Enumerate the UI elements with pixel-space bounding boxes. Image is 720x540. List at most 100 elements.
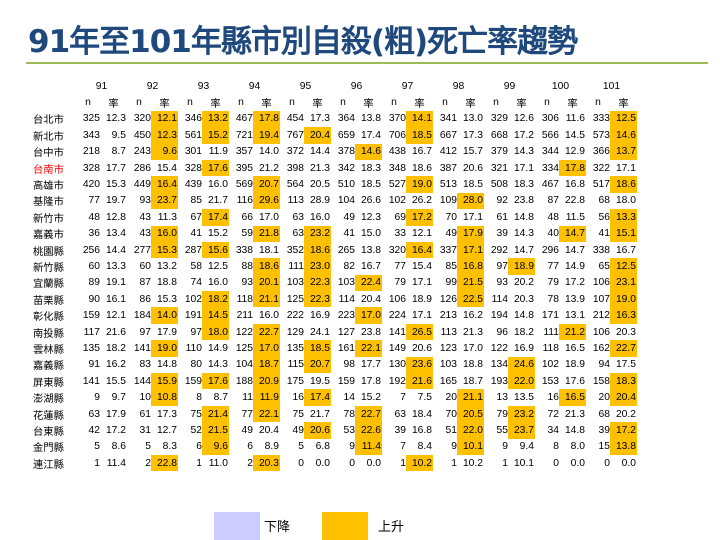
rate-cell: 18.5 [304,340,331,357]
city-name: 台東縣 [33,426,64,438]
year-header: 97 [401,80,414,92]
year-header: 95 [299,80,312,92]
rate-cell: 14.8 [564,424,585,436]
rate-cell: 18.2 [202,291,229,308]
count-cell: 122 [490,342,508,354]
count-cell: 2 [247,457,253,469]
rate-cell: 18.3 [360,162,381,174]
rate-cell: 7.5 [417,392,432,404]
rate-cell: 13.4 [105,228,126,240]
table-row: 宜蘭縣 89 19.1 87 18.8 74 16.0 93 20.1 103 22.3 103 22.… [32,274,637,292]
count-cell: 93 [241,277,253,289]
rate-cell: 18.6 [610,176,637,193]
count-cell: 5 [298,441,304,453]
rate-cell: 15.3 [156,293,177,305]
count-cell: 344 [541,146,559,158]
count-cell: 118 [542,342,559,354]
rate-cell: 20.4 [258,424,279,436]
rate-cell: 23.1 [610,274,637,292]
rate-cell: 17.0 [462,342,483,354]
count-cell: 15 [598,441,610,453]
city-name: 連江縣 [33,459,64,471]
rate-cell: 11.5 [565,211,585,223]
rate-cell: 13.9 [564,293,585,305]
count-cell: 11 [242,392,253,404]
count-cell: 192 [388,375,406,387]
table-row: 南投縣 117 21.6 97 17.9 97 18.0 122 22.7 129 24.1 127 2… [32,323,637,341]
rate-cell: 15.5 [105,375,126,387]
count-cell: 68 [598,195,610,207]
rate-cell: 18.5 [360,179,381,191]
count-cell: 60 [88,260,100,272]
count-cell: 70 [445,408,457,420]
table-row: 台中市 218 8.7 243 9.6 301 11.9 357 14.0 372 14.4 378 1… [32,143,637,160]
rate-cell: 13.8 [360,113,381,125]
rate-cell: 17.3 [309,113,330,125]
n-header: n [493,97,499,109]
count-cell: 306 [541,113,559,125]
city-name: 宜蘭縣 [33,279,64,291]
rate-cell: 18.1 [258,244,279,256]
count-cell: 659 [337,129,355,141]
rate-cell: 18.2 [105,342,126,354]
rate-cell: 8.6 [111,441,126,453]
rate-cell: 15.0 [360,228,381,240]
rate-cell: 10.1 [457,438,484,455]
rate-cell: 20.6 [411,342,432,354]
count-cell: 126 [439,293,457,305]
count-cell: 61 [139,408,151,420]
count-cell: 49 [343,211,355,223]
table-row: 澎湖縣 9 9.7 10 10.8 8 8.7 11 11.9 16 17.4 14 15.2 7 7.5 2… [32,389,637,406]
count-cell: 69 [394,211,406,223]
rate-cell: 17.1 [462,211,483,223]
count-cell: 36 [88,228,100,240]
count-cell: 343 [82,129,100,141]
count-cell: 106 [388,293,406,305]
count-cell: 328 [184,162,202,174]
rate-cell: 18.2 [513,326,534,338]
n-header: n [187,97,193,109]
count-cell: 379 [490,146,508,158]
count-cell: 513 [439,179,457,191]
count-cell: 60 [139,260,151,272]
count-cell: 63 [394,408,406,420]
count-cell: 106 [592,326,610,338]
count-cell: 93 [139,195,151,207]
count-cell: 322 [592,162,610,174]
count-cell: 75 [190,408,202,420]
count-cell: 9 [502,441,508,453]
rate-cell: 21.6 [105,326,126,338]
rate-cell: 13.8 [360,244,381,256]
rate-cell: 12.8 [105,211,126,223]
rate-cell: 10.8 [151,389,178,406]
rate-cell: 14.3 [513,228,534,240]
corner-cell [32,94,76,110]
rate-cell: 17.2 [513,129,534,141]
rate-cell: 15.4 [156,162,177,174]
rate-cell: 12.1 [105,310,126,322]
count-cell: 14 [343,392,355,404]
count-cell: 449 [133,179,151,191]
count-cell: 0 [604,457,610,469]
rate-cell: 19.0 [151,340,178,357]
city-name: 嘉義縣 [33,361,64,373]
rate-cell: 26.6 [360,195,381,207]
table-row: 桃園縣 256 14.4 277 15.3 287 15.6 338 18.1 352 18.6 26… [32,241,637,259]
count-cell: 61 [496,211,508,223]
rate-cell: 14.6 [610,127,637,144]
legend-down-swatch [214,512,260,540]
rate-cell: 21.8 [253,225,280,242]
count-cell: 517 [592,179,610,191]
count-cell: 161 [337,342,355,354]
count-cell: 265 [337,244,355,256]
count-cell: 329 [490,113,508,125]
rate-cell: 23.2 [508,405,535,423]
count-cell: 63 [292,211,304,223]
count-cell: 224 [388,310,406,322]
rate-cell: 16.4 [406,241,433,259]
rate-cell: 14.0 [258,146,279,158]
city-name: 屏東縣 [33,377,64,389]
count-cell: 113 [440,326,457,338]
count-cell: 333 [592,113,610,125]
count-cell: 33 [394,228,406,240]
